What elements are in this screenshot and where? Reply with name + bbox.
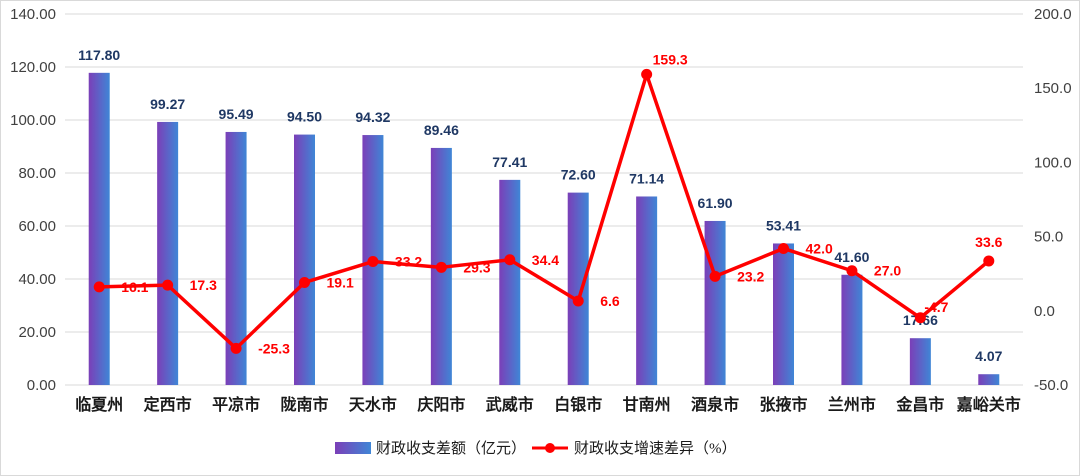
category-label: 庆阳市: [416, 395, 465, 414]
line-point: [299, 276, 310, 288]
bar-value-label: 99.27: [150, 96, 185, 112]
legend-bar-label: 财政收支差额（亿元）: [376, 440, 526, 457]
line-value-label: 17.3: [190, 277, 217, 293]
line-value-label: 33.2: [395, 254, 422, 270]
line-point: [162, 279, 174, 291]
bar: [909, 338, 931, 385]
line-path: [99, 72, 990, 351]
category-label: 兰州市: [828, 395, 876, 414]
category-label: 白银市: [554, 395, 602, 414]
line-point: [93, 281, 105, 293]
category-label: 平凉市: [212, 395, 260, 414]
bar: [773, 243, 794, 385]
bar-value-label: 71.14: [629, 170, 664, 186]
bar: [294, 134, 315, 385]
line-point: [230, 342, 242, 354]
legend-line-marker: [545, 443, 555, 453]
line-point: [504, 254, 516, 266]
line-point: [709, 270, 721, 282]
category-label: 定西市: [143, 395, 192, 414]
right-tick-label: 100.0: [1034, 154, 1072, 171]
line-value-label: 42.0: [806, 240, 833, 256]
bar: [704, 220, 726, 385]
line-value-label: 16.1: [121, 279, 148, 295]
category-label: 嘉峪关市: [956, 395, 1021, 414]
line-value-label: -4.7: [924, 299, 948, 315]
line-point: [846, 265, 858, 277]
line-value-label: -25.3: [258, 340, 290, 356]
line-series: 16.1 17.3 -25.3 19.1 33.2 29.3 34.4 6.6 159.3 23.…: [93, 51, 1003, 356]
category-label: 武威市: [486, 395, 534, 414]
line-point: [641, 68, 653, 80]
right-tick-label: 150.0: [1034, 80, 1072, 97]
left-tick-label: 20.00: [18, 324, 56, 341]
line-value-label: 159.3: [653, 51, 688, 67]
category-label: 临夏州: [75, 395, 123, 414]
bar: [978, 374, 1000, 385]
bar-value-label: 117.80: [78, 47, 120, 63]
bar-value-label: 94.50: [287, 109, 322, 125]
bar-series: 117.80 99.27 95.49 94.50 94.32 89.46 77.41 72.6…: [78, 47, 1003, 385]
bar-value-label: 41.60: [834, 249, 869, 265]
line-value-label: 34.4: [532, 252, 559, 268]
bar: [841, 274, 863, 385]
left-y-axis: 0.00 20.00 40.00 60.00 80.00 100.00 120.00 140.…: [10, 6, 56, 394]
legend-line-label: 财政收支增速差异（%）: [574, 440, 737, 457]
right-y-axis: -50.0 0.0 50.0 100.0 150.0 200.0: [1034, 6, 1072, 394]
left-tick-label: 80.00: [18, 165, 56, 182]
bar-value-label: 61.90: [698, 195, 733, 211]
line-value-label: 23.2: [737, 268, 764, 284]
right-tick-label: 0.0: [1034, 303, 1055, 320]
bar-value-label: 77.41: [492, 154, 527, 170]
line-point: [367, 256, 379, 268]
line-value-label: 19.1: [327, 274, 354, 290]
bar-value-label: 4.07: [975, 348, 1002, 364]
left-tick-label: 0.00: [27, 377, 56, 394]
bar-value-label: 53.41: [766, 217, 801, 233]
right-tick-label: 50.0: [1034, 229, 1063, 246]
category-label: 张掖市: [759, 395, 807, 414]
legend-bar-swatch: [335, 442, 371, 454]
left-tick-label: 60.00: [18, 218, 56, 235]
category-label: 甘南州: [623, 395, 671, 414]
left-tick-label: 100.00: [10, 112, 56, 129]
bar: [567, 192, 589, 385]
line-value-label: 6.6: [600, 293, 620, 309]
line-value-label: 27.0: [874, 263, 901, 279]
left-tick-label: 40.00: [18, 271, 56, 288]
bar: [157, 121, 179, 385]
left-tick-label: 140.00: [10, 6, 56, 23]
line-point: [983, 255, 995, 267]
bar-value-label: 95.49: [219, 106, 254, 122]
left-tick-label: 120.00: [10, 59, 56, 76]
category-label: 陇南市: [280, 395, 328, 414]
line-point: [778, 242, 789, 254]
bar-value-label: 72.60: [561, 167, 596, 183]
line-point: [435, 261, 447, 273]
legend: 财政收支差额（亿元） 财政收支增速差异（%）: [335, 440, 737, 457]
right-tick-label: 200.0: [1034, 6, 1072, 23]
category-label: 金昌市: [895, 395, 944, 414]
line-value-label: 29.3: [463, 259, 490, 275]
bar: [225, 131, 247, 385]
x-axis: 临夏州 定西市 平凉市 陇南市 天水市 庆阳市 武威市 白银市 甘南州 酒泉市 张掖市 兰州市 金昌市嘉…: [75, 395, 1021, 414]
grid-lines: [65, 13, 1023, 386]
category-label: 酒泉市: [691, 395, 739, 414]
line-value-label: 33.6: [975, 234, 1002, 250]
category-label: 天水市: [349, 395, 397, 414]
right-tick-label: -50.0: [1034, 377, 1068, 394]
bar-value-label: 89.46: [424, 122, 459, 138]
line-point: [572, 295, 584, 307]
bar: [88, 72, 110, 385]
bar: [636, 196, 658, 385]
line-point: [914, 312, 926, 324]
bar-value-label: 94.32: [355, 109, 390, 125]
bar: [499, 179, 521, 385]
